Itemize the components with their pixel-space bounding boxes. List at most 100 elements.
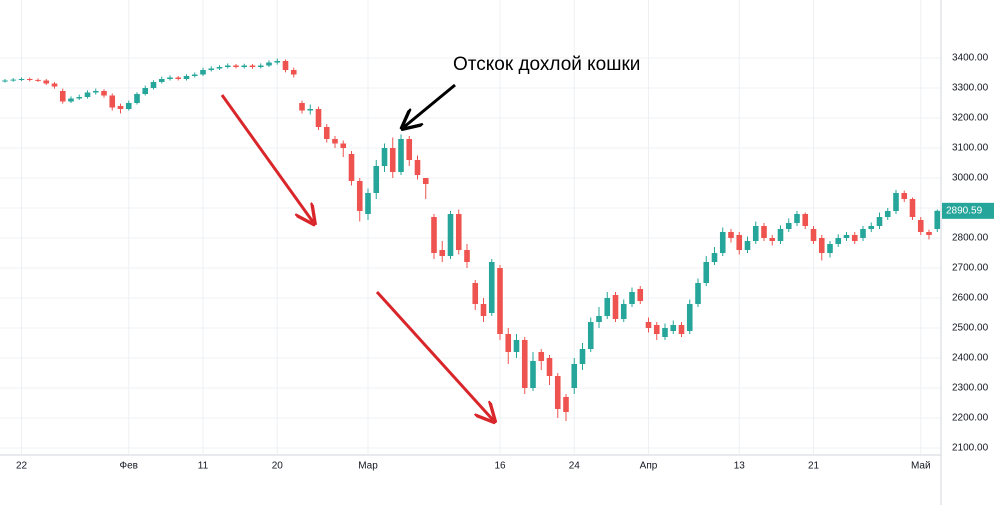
candle-body (266, 62, 272, 66)
candle-body (926, 232, 932, 235)
candle-body (521, 340, 528, 388)
candle-body (439, 250, 446, 256)
y-tick-label: 3000.00 (952, 173, 989, 184)
candle-body (917, 220, 924, 232)
candle-body (10, 79, 17, 81)
candle-body (662, 328, 668, 337)
candle-body (802, 214, 809, 226)
candle-body (117, 106, 124, 109)
candle-body (835, 238, 842, 244)
candle-body (455, 214, 462, 250)
candle-body (794, 214, 800, 223)
candle-body (290, 70, 297, 75)
candle-body (695, 283, 701, 304)
candle-body (612, 295, 619, 319)
candle-body (678, 325, 685, 334)
y-tick-label: 2500.00 (952, 323, 989, 334)
candle-body (472, 283, 479, 304)
y-tick-label: 3400.00 (952, 53, 989, 64)
candle-body (59, 91, 66, 102)
candle-body (35, 79, 41, 81)
y-tick-label: 2700.00 (952, 263, 989, 274)
candle-body (488, 262, 495, 313)
candle-body (51, 83, 58, 87)
candle-body (686, 304, 693, 331)
candle-body (84, 92, 91, 97)
candle-body (884, 211, 891, 217)
x-tick-label: 21 (808, 461, 820, 472)
candle-body (389, 148, 396, 172)
x-tick-label: Апр (640, 461, 658, 472)
candle-body (315, 109, 322, 127)
candle-body (158, 79, 165, 82)
candle-body (447, 214, 454, 256)
x-tick-label: 13 (734, 461, 746, 472)
candle-body (200, 70, 206, 75)
last-price-box (942, 202, 994, 219)
candle-body (893, 193, 899, 211)
annotation: Отскок дохлой кошки (453, 54, 640, 75)
candle-body (191, 74, 198, 76)
candle-body (703, 262, 710, 283)
candle-body (629, 292, 635, 304)
y-tick-label: 3300.00 (952, 83, 989, 94)
candle-body (604, 298, 611, 316)
candle-body (92, 91, 99, 93)
candle-body (670, 325, 677, 331)
candle-body (860, 229, 866, 238)
candle-body (365, 193, 371, 214)
candle-body (744, 241, 751, 250)
candle-body (142, 88, 149, 94)
candle-body (332, 139, 338, 144)
arrow (220, 94, 313, 222)
x-tick-label: 20 (272, 461, 284, 472)
candle-body (752, 226, 759, 241)
candle-body (348, 154, 355, 181)
candle-body (216, 67, 223, 69)
candle-body (530, 361, 536, 388)
candle-body (480, 304, 487, 316)
x-tick-label: Фев (120, 461, 138, 472)
candle-body (546, 358, 553, 376)
candle-body (414, 160, 421, 175)
candle-body (208, 68, 215, 70)
candle-body (167, 77, 173, 79)
candle-body (513, 340, 520, 352)
candle-body (810, 229, 817, 241)
candle-body (785, 223, 792, 229)
axis-labels: 2100.00 2200.00 2300.00 2400.00 2500.00 2600.… (16, 53, 994, 472)
candle-body (934, 210, 941, 229)
candle-body (653, 325, 660, 334)
candle-body (241, 65, 248, 67)
candle-body (736, 235, 743, 250)
candle-body (505, 334, 512, 352)
candle-body (109, 95, 116, 108)
x-tick-label: Мар (358, 461, 378, 472)
candle-body (257, 65, 264, 67)
candle-body (711, 253, 718, 262)
candle-body (224, 65, 231, 67)
candle-body (406, 139, 413, 160)
candle-body (901, 193, 908, 199)
candle-body (818, 238, 825, 253)
candle-body (299, 103, 305, 111)
candle-body (175, 77, 182, 79)
y-tick-label: 2100.00 (952, 443, 989, 454)
candles (2, 58, 941, 421)
y-tick-label: 2200.00 (952, 413, 989, 424)
y-tick-label: 3200.00 (952, 113, 989, 124)
candle-body (637, 289, 644, 301)
candle-body (183, 76, 190, 79)
arrow (375, 290, 493, 420)
last-price-label: 2890.59 (946, 205, 983, 216)
candle-body (587, 322, 594, 349)
candle-body (125, 103, 132, 109)
candle-body (134, 94, 140, 103)
candle-body (18, 79, 25, 80)
x-tick-label: 16 (494, 461, 506, 472)
candle-body (620, 304, 627, 319)
y-tick-label: 2300.00 (952, 383, 989, 394)
candle-body (398, 139, 404, 172)
